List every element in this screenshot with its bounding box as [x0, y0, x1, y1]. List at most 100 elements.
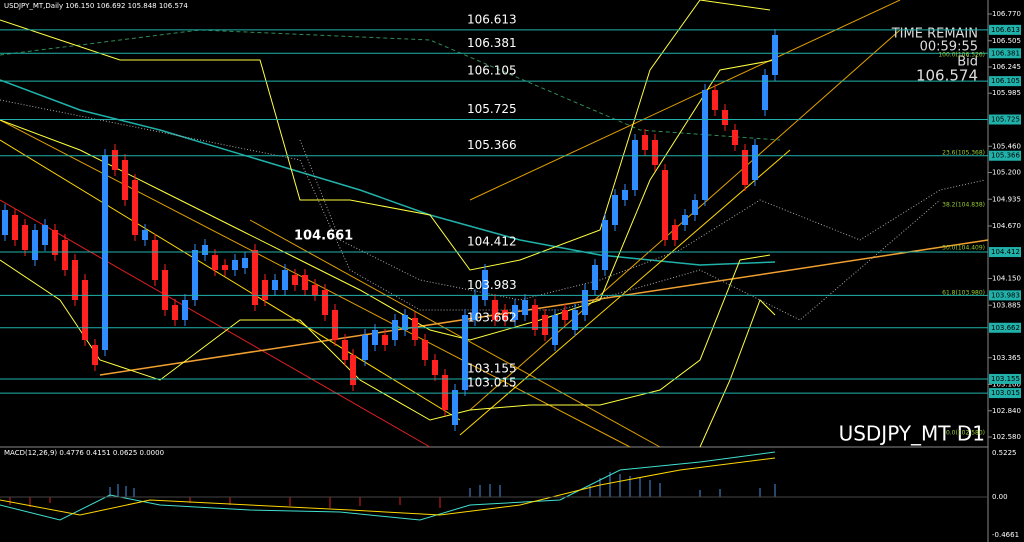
price-axis-label: 105.460 [992, 142, 1021, 150]
candle-body [332, 310, 338, 340]
candle-body [122, 160, 128, 200]
candle-body [522, 300, 528, 315]
candle-body [2, 210, 8, 235]
candle-body [562, 310, 568, 320]
candle-body [762, 75, 768, 110]
macd-axis-label: -0.4661 [992, 531, 1019, 539]
candle-body [22, 225, 28, 250]
bid-label: Bid [957, 55, 978, 70]
candle-body [362, 335, 368, 360]
up-channel [459, 149, 791, 436]
candle-body [62, 240, 68, 270]
candle-body [212, 255, 218, 270]
level-box [989, 322, 1021, 333]
macd-title: MACD(12,26,9) 0.4776 0.4151 0.0625 0.000… [4, 449, 164, 457]
macd-axis-label: 0.5225 [992, 449, 1017, 457]
level-label: 106.381 [467, 36, 517, 50]
chart-header: USDJPY_MT,Daily 106.150 106.692 105.848 … [4, 2, 188, 10]
candle-body [742, 150, 748, 185]
candle-body [432, 360, 438, 375]
price-axis-label: 106.505 [992, 37, 1021, 45]
candle-body [272, 280, 278, 290]
level-box [989, 48, 1021, 59]
price-annotation: 104.661 [294, 229, 353, 244]
candle-body [92, 345, 98, 365]
price-axis-label: 104.935 [992, 195, 1021, 203]
candle-body [682, 215, 688, 225]
level-box-label: 103.662 [991, 324, 1020, 332]
candle-body [132, 180, 138, 235]
level-box-label: 103.983 [991, 291, 1020, 299]
candle-body [672, 225, 678, 240]
candle-body [492, 300, 498, 320]
candle-body [52, 230, 58, 255]
candle-body [82, 280, 88, 340]
level-box [989, 373, 1021, 384]
candle-body [482, 270, 488, 300]
channel-line [249, 219, 661, 448]
price-axis-label: 103.100 [992, 381, 1021, 389]
candle-body [162, 270, 168, 310]
candle-body [282, 270, 288, 290]
candle-body [72, 260, 78, 300]
candle-body [192, 250, 198, 300]
fib-label: 0.0(102.580) [946, 430, 985, 437]
candle-body [222, 265, 228, 270]
fib-label: 100.0(106.526) [938, 52, 985, 59]
candle-body [722, 110, 728, 125]
candle-body [692, 200, 698, 215]
candle-body [552, 315, 558, 345]
candle-body [532, 305, 538, 330]
bid: 106.574 [916, 67, 978, 85]
indicators [0, 0, 989, 448]
candle-body [342, 340, 348, 360]
candle-body [242, 258, 248, 268]
signal-line [0, 457, 776, 516]
level-box-label: 105.725 [991, 115, 1020, 123]
price-axis-label: 103.365 [992, 354, 1021, 362]
candle-body [312, 285, 318, 295]
bollinger-lower [0, 254, 771, 421]
candle-body [412, 318, 418, 340]
macd-axis-label: 0.00 [992, 493, 1008, 501]
candle-body [252, 250, 258, 305]
candle-body [382, 335, 388, 345]
candle-body [112, 150, 118, 170]
fib-label: 61.8(103.980) [942, 290, 985, 297]
candle-body [422, 340, 428, 360]
candle-body [402, 315, 408, 330]
fib-label: 50.0(104.409) [942, 245, 985, 252]
price-axis-label: 102.840 [992, 407, 1021, 415]
level-box [989, 114, 1021, 125]
level-box [989, 388, 1021, 399]
time-remain: 00:59:55 [920, 40, 978, 55]
candle-body [712, 90, 718, 110]
level-label: 103.983 [467, 278, 517, 292]
level-label: 103.015 [467, 376, 517, 390]
ma-long [0, 29, 781, 141]
candle-body [172, 305, 178, 320]
candle-body [292, 275, 298, 285]
candle-body [232, 260, 238, 270]
candle-body [702, 90, 708, 200]
candle-body [572, 310, 578, 330]
candle-body [452, 390, 458, 425]
candle-body [42, 225, 48, 245]
level-box [989, 150, 1021, 161]
candle-body [752, 145, 758, 180]
candle-body [392, 320, 398, 340]
candle-body [442, 375, 448, 410]
candle-body [592, 265, 598, 290]
candle-body [202, 245, 208, 255]
macd-histogram [9, 497, 441, 508]
price-axis-label: 106.245 [992, 63, 1021, 71]
candle-body [772, 35, 778, 75]
level-label: 103.155 [467, 361, 517, 375]
level-box [989, 290, 1021, 301]
level-label: 106.105 [467, 64, 517, 78]
candle-body [502, 310, 508, 320]
level-box-label: 105.366 [991, 152, 1020, 160]
candle-body [350, 355, 356, 385]
level-label: 104.412 [467, 235, 517, 249]
